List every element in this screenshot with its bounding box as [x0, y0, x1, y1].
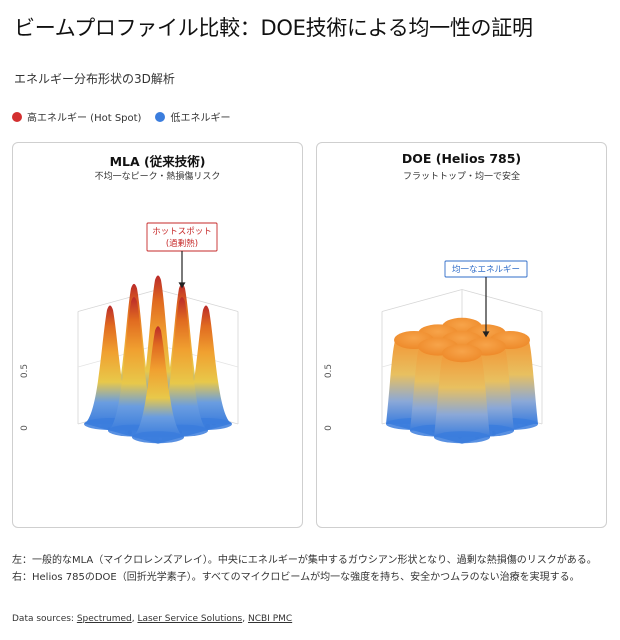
chart-subtitle-mla: 不均一なピーク・熱損傷リスク	[13, 169, 302, 182]
peak-2-2	[434, 344, 490, 443]
sources-label: Data sources:	[12, 614, 74, 624]
annotation-text: 均一なエネルギー	[452, 264, 520, 275]
surface-plot-mla[interactable]: 0 0.5 ホットスポット(過剰熱)	[13, 187, 303, 528]
legend-label-high: 高エネルギー (Hot Spot)	[27, 109, 141, 124]
z-tick-label: 0	[324, 425, 334, 431]
figure-caption: 左：一般的なMLA（マイクロレンズアレイ）。中央にエネルギーが集中するガウシアン…	[12, 552, 608, 586]
surface-plot-doe[interactable]: 0 0.5 均一なエネルギー	[317, 187, 607, 528]
page-subtitle: エネルギー分布形状の3D解析	[14, 70, 175, 87]
chart-panel-doe: DOE (Helios 785) フラットトップ・均一で安全 0 0.5 均一なエネ…	[316, 142, 607, 528]
annotation-text: ホットスポット	[152, 227, 212, 237]
chart-panel-mla: MLA (従来技術) 不均一なピーク・熱損傷リスク 0 0.5 ホットスポット (過剰…	[12, 142, 303, 528]
source-link-laser-service[interactable]: Laser Service Solutions	[137, 614, 242, 624]
axis-frame-line	[382, 290, 462, 312]
chart-title-doe: DOE (Helios 785)	[317, 151, 606, 166]
chart-subtitle-doe: フラットトップ・均一で安全	[317, 169, 606, 182]
chart-title-mla: MLA (従来技術)	[13, 151, 302, 170]
z-tick-label: 0	[20, 425, 30, 431]
page-title: ビームプロファイル比較：DOE技術による均一性の証明	[14, 12, 533, 42]
annotation-text: (過剰熱)	[166, 238, 198, 249]
data-sources: Data sources: Spectrumed, Laser Service …	[12, 614, 292, 624]
axis-frame-line	[158, 290, 238, 312]
legend-label-low: 低エネルギー	[170, 109, 230, 124]
legend-item-low[interactable]: 低エネルギー	[155, 109, 230, 124]
legend-item-high[interactable]: 高エネルギー (Hot Spot)	[12, 109, 141, 124]
axis-frame-line	[78, 290, 158, 312]
source-link-ncbi[interactable]: NCBI PMC	[248, 614, 292, 624]
z-tick-label: 0.5	[20, 364, 30, 378]
legend: 高エネルギー (Hot Spot) 低エネルギー	[12, 109, 230, 124]
source-link-spectrumed[interactable]: Spectrumed	[77, 614, 132, 624]
legend-swatch-high	[12, 112, 22, 122]
legend-swatch-low	[155, 112, 165, 122]
z-tick-label: 0.5	[324, 364, 334, 378]
axis-frame-line	[462, 290, 542, 312]
